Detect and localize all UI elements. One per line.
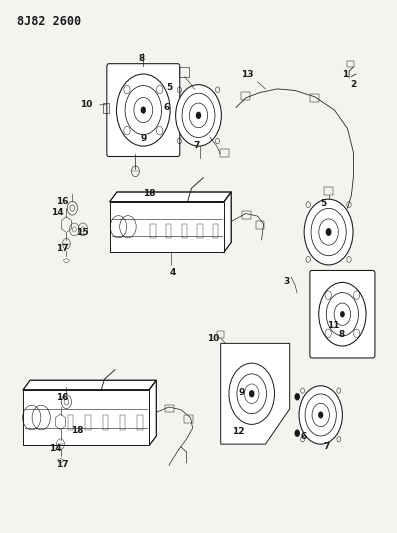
Circle shape	[295, 393, 300, 400]
Circle shape	[295, 430, 300, 437]
Text: 14: 14	[50, 444, 62, 453]
Text: 11: 11	[327, 321, 339, 330]
Circle shape	[141, 107, 146, 114]
Bar	[347, 61, 354, 67]
Text: 17: 17	[56, 244, 69, 253]
Text: 18: 18	[71, 426, 83, 435]
Circle shape	[196, 112, 201, 119]
Text: 15: 15	[76, 228, 89, 237]
Circle shape	[175, 85, 222, 146]
Text: 3: 3	[283, 277, 289, 286]
Text: 5: 5	[320, 199, 327, 208]
FancyBboxPatch shape	[107, 63, 180, 157]
Circle shape	[299, 386, 342, 444]
Text: 1: 1	[342, 70, 348, 79]
Text: 13: 13	[241, 70, 254, 79]
Bar	[103, 103, 109, 113]
Polygon shape	[224, 192, 231, 252]
Text: 10: 10	[207, 334, 220, 343]
Bar	[242, 211, 251, 219]
Text: 16: 16	[56, 393, 69, 402]
Text: 2: 2	[350, 80, 357, 89]
Text: 6: 6	[163, 103, 169, 112]
Bar	[137, 415, 143, 431]
Bar	[23, 390, 149, 446]
Polygon shape	[149, 380, 156, 446]
Bar	[166, 224, 172, 238]
Bar	[165, 405, 174, 413]
Bar	[181, 224, 187, 238]
Circle shape	[304, 199, 353, 265]
Bar	[68, 415, 73, 431]
Bar	[310, 94, 319, 102]
Bar	[213, 224, 218, 238]
Text: 8: 8	[338, 330, 344, 339]
Text: 7: 7	[193, 141, 200, 150]
Text: 6: 6	[301, 432, 307, 441]
Bar	[110, 201, 224, 252]
Bar	[184, 416, 193, 423]
Bar	[324, 187, 333, 195]
Polygon shape	[221, 343, 290, 444]
Text: 16: 16	[56, 197, 69, 206]
Text: 9: 9	[239, 388, 245, 397]
Circle shape	[318, 411, 323, 418]
Circle shape	[340, 311, 345, 317]
Text: 17: 17	[56, 460, 69, 469]
Bar	[150, 224, 156, 238]
Text: 9: 9	[141, 134, 147, 143]
Text: 7: 7	[324, 442, 330, 451]
Bar	[220, 149, 229, 157]
Text: 10: 10	[80, 100, 93, 109]
Text: 5: 5	[167, 83, 173, 92]
Text: 18: 18	[143, 189, 156, 198]
Polygon shape	[23, 380, 156, 390]
Text: 12: 12	[232, 427, 244, 437]
Bar	[120, 415, 125, 431]
Bar	[110, 201, 224, 252]
Text: 14: 14	[51, 208, 64, 217]
Bar	[85, 415, 91, 431]
FancyBboxPatch shape	[310, 270, 375, 358]
Bar	[241, 92, 250, 100]
Bar	[217, 331, 224, 338]
Text: 8: 8	[138, 54, 145, 62]
Bar	[23, 390, 149, 446]
Text: 4: 4	[170, 268, 176, 277]
Bar	[197, 224, 203, 238]
Circle shape	[326, 228, 331, 236]
Polygon shape	[110, 192, 231, 201]
Circle shape	[249, 390, 254, 398]
Bar	[256, 221, 264, 229]
Bar	[102, 415, 108, 431]
Text: 8J82 2600: 8J82 2600	[17, 14, 81, 28]
Bar	[179, 67, 189, 77]
